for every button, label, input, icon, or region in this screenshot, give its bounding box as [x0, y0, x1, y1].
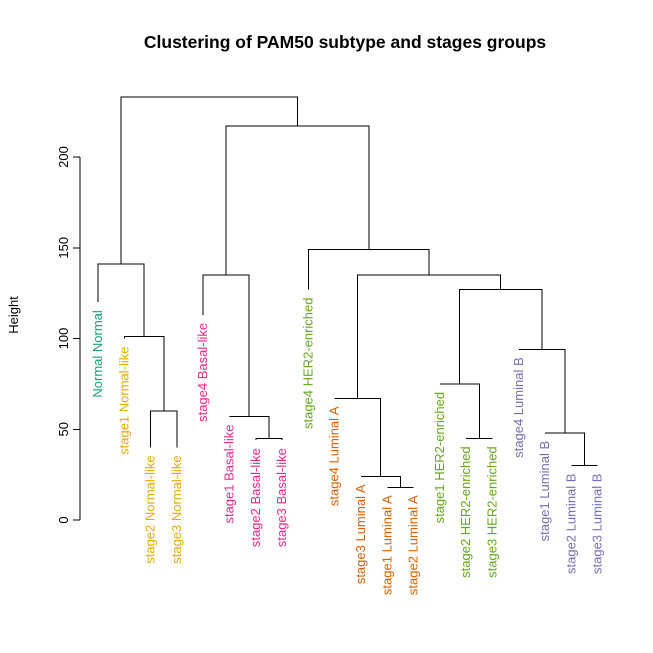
- dendrogram-branch: [307, 249, 430, 290]
- leaf-label: stage1 Normal-like: [116, 347, 131, 455]
- y-axis-label: Height: [6, 296, 21, 334]
- leaf-label: stage3 Basal-like: [274, 448, 289, 547]
- leaf-label: stage2 Normal-like: [143, 455, 158, 563]
- y-tick-label: 150: [56, 237, 71, 259]
- dendrogram-branches: [97, 96, 598, 488]
- leaf-label: stage4 Luminal B: [511, 357, 526, 457]
- leaf-label: stage1 Luminal A: [379, 495, 394, 595]
- dendrogram-branch: [439, 383, 480, 439]
- dendrogram-branch: [229, 416, 270, 439]
- leaf-label: stage4 HER2-enriched: [300, 297, 315, 429]
- leaf-label: stage2 Luminal A: [406, 495, 421, 595]
- dendrogram-branch: [459, 288, 543, 384]
- dendrogram-branch: [545, 432, 586, 466]
- leaf-label: stage4 Luminal A: [327, 406, 342, 506]
- leaf-label: stage3 Luminal A: [353, 484, 368, 584]
- leaf-label: stage1 HER2-enriched: [432, 392, 447, 524]
- dendrogram-branch: [150, 410, 178, 448]
- leaf-label: stage1 Luminal B: [537, 441, 552, 541]
- chart-title: Clustering of PAM50 subtype and stages g…: [144, 32, 547, 52]
- dendrogram-branch: [255, 437, 283, 441]
- leaf-label: stage3 Luminal B: [590, 474, 605, 574]
- leaf-label: stage2 Basal-like: [248, 448, 263, 547]
- leaf-label: stage3 Normal-like: [169, 455, 184, 563]
- leaf-label: stage1 Basal-like: [222, 425, 237, 524]
- y-tick-label: 0: [56, 516, 71, 523]
- leaf-label: stage2 HER2-enriched: [458, 446, 473, 578]
- y-axis: 0 50 100 150 200: [56, 146, 81, 524]
- leaf-label: stage3 HER2-enriched: [485, 446, 500, 578]
- dendrogram-branch: [357, 274, 502, 399]
- dendrogram-branch: [518, 348, 566, 433]
- dendrogram-branch: [334, 397, 382, 477]
- leaf-label: Normal Normal: [90, 310, 105, 398]
- y-tick-label: 200: [56, 146, 71, 168]
- dendrogram-branch: [120, 96, 299, 265]
- dendrogram-branch: [361, 475, 401, 488]
- leaf-labels: Normal Normal stage1 Normal-like stage2 No…: [90, 297, 605, 595]
- y-tick-label: 100: [56, 328, 71, 350]
- y-tick-label: 50: [56, 422, 71, 436]
- leaf-label: stage2 Luminal B: [563, 474, 578, 574]
- dendrogram-branch: [225, 125, 370, 275]
- leaf-label: stage4 Basal-like: [195, 323, 210, 422]
